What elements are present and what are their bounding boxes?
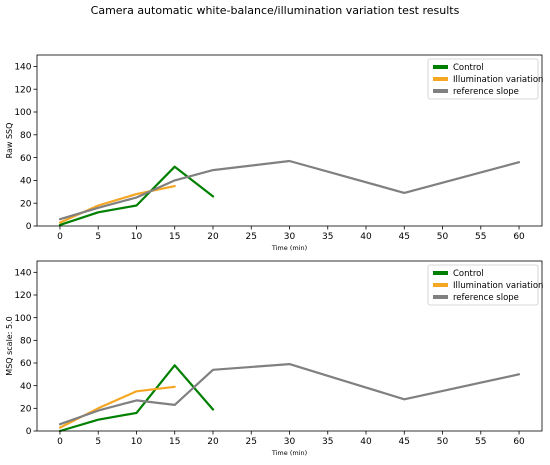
legend: Control Illumination variation reference s… xyxy=(427,58,543,100)
legend: Control Illumination variation reference s… xyxy=(427,264,543,306)
x-tick-label: 35 xyxy=(322,437,333,447)
x-tick-label: 40 xyxy=(360,232,372,242)
x-axis-label: Time (min) xyxy=(271,449,307,457)
legend-frame xyxy=(427,58,539,100)
x-tick-label: 15 xyxy=(169,232,180,242)
x-tick-label: 0 xyxy=(57,437,63,447)
x-axis-label: Time (min) xyxy=(271,244,307,252)
x-tick-label: 10 xyxy=(131,232,143,242)
x-tick-label: 45 xyxy=(399,437,410,447)
y-tick-label: 20 xyxy=(20,405,32,415)
y-axis-label: MSQ scale: 5.0 xyxy=(5,316,14,375)
subplot-1: 0 5 10 15 20 25 30 35 40 45 50 55 60 0 20 40 60 80 100 120 1… xyxy=(5,54,543,252)
x-tick-label: 50 xyxy=(437,437,449,447)
series-line-illumination-variation xyxy=(58,385,176,429)
y-tick-label: 120 xyxy=(14,291,31,301)
y-tick-label: 60 xyxy=(20,154,32,164)
series-line-reference-slope xyxy=(58,159,521,221)
subplots: 0 5 10 15 20 25 30 35 40 45 50 55 600204060801001201… xyxy=(5,54,543,457)
x-tick-label: 5 xyxy=(95,232,101,242)
x-tick-label: 55 xyxy=(475,232,486,242)
y-tick-label: 100 xyxy=(14,314,31,324)
x-tick-label: 55 xyxy=(475,437,486,447)
y-tick-label: 60 xyxy=(20,359,32,369)
legend-label: Illumination variation xyxy=(453,281,543,291)
x-tick-label: 60 xyxy=(513,437,525,447)
legend-frame xyxy=(427,264,539,306)
x-tick-label: 35 xyxy=(322,232,333,242)
x-tick-label: 25 xyxy=(246,437,257,447)
y-tick-label: 140 xyxy=(14,63,31,73)
legend-label: Control xyxy=(453,269,484,279)
legend-label: Control xyxy=(453,63,484,73)
series-line-reference-slope xyxy=(58,363,521,426)
x-tick-label: 30 xyxy=(284,437,296,447)
y-tick-label: 80 xyxy=(20,131,32,141)
y-tick-label: 0 xyxy=(26,427,32,437)
y-tick-label: 20 xyxy=(20,199,32,209)
legend-label: reference slope xyxy=(453,293,519,303)
x-tick-label: 50 xyxy=(437,232,449,242)
y-tick-label: 100 xyxy=(14,108,31,118)
x-tick-label: 40 xyxy=(360,437,372,447)
figure-title: Camera automatic white-balance/illuminat… xyxy=(91,4,460,17)
x-tick-label: 20 xyxy=(207,437,219,447)
x-tick-label: 45 xyxy=(399,232,410,242)
x-tick-label: 0 xyxy=(57,232,63,242)
y-tick-label: 40 xyxy=(20,177,32,187)
series-line-illumination-variation xyxy=(58,185,176,224)
y-tick-label: 80 xyxy=(20,337,32,347)
legend-label: Illumination variation xyxy=(453,75,543,85)
y-tick-label: 140 xyxy=(14,269,31,279)
series-line-control xyxy=(58,364,215,433)
y-tick-label: 120 xyxy=(14,85,31,95)
x-tick-label: 15 xyxy=(169,437,180,447)
subplot-2: 0 5 10 15 20 25 30 35 40 45 50 55 60 0 20 40 60 80 100 120 1… xyxy=(5,260,543,457)
x-tick-label: 5 xyxy=(95,437,101,447)
y-tick-label: 0 xyxy=(26,222,32,232)
x-tick-label: 10 xyxy=(131,437,143,447)
x-tick-label: 25 xyxy=(246,232,257,242)
legend-label: reference slope xyxy=(453,87,519,97)
x-tick-label: 60 xyxy=(513,232,525,242)
x-tick-label: 20 xyxy=(207,232,219,242)
y-axis-label: Raw SSQ xyxy=(5,123,14,159)
y-tick-label: 40 xyxy=(20,382,32,392)
x-tick-label: 30 xyxy=(284,232,296,242)
